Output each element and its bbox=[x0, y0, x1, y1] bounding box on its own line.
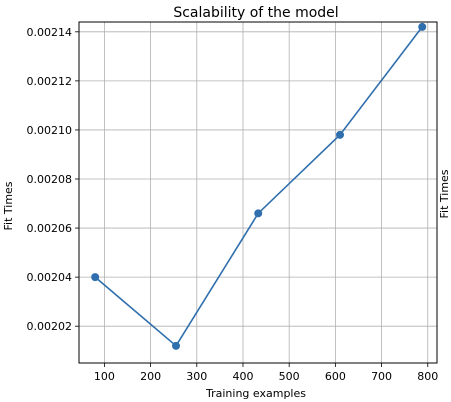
y-tick-label: 0.00214 bbox=[27, 26, 73, 39]
y-axis-label: Fit Times bbox=[2, 181, 15, 230]
y-tick-label: 0.00212 bbox=[27, 75, 73, 88]
data-point bbox=[418, 23, 426, 31]
x-axis-label: Training examples bbox=[205, 387, 306, 400]
x-tick-label: 500 bbox=[279, 370, 300, 383]
y-tick-label: 0.00206 bbox=[27, 222, 73, 235]
plot-frame bbox=[79, 22, 437, 363]
data-point bbox=[91, 273, 99, 281]
x-axis-ticks: 100 200 300 400 500 600 700 800 bbox=[94, 363, 438, 383]
y-axis-ticks: 0.00202 0.00204 0.00206 0.00208 0.00210 0.002… bbox=[27, 26, 80, 333]
x-tick-label: 100 bbox=[94, 370, 115, 383]
x-tick-label: 600 bbox=[325, 370, 346, 383]
data-point bbox=[172, 342, 180, 350]
series-layer bbox=[91, 23, 426, 350]
y-tick-label: 0.00204 bbox=[27, 271, 73, 284]
x-tick-label: 200 bbox=[140, 370, 161, 383]
chart-title: Scalability of the model bbox=[173, 5, 338, 21]
grid-lines bbox=[79, 22, 437, 363]
x-tick-label: 300 bbox=[186, 370, 207, 383]
y-tick-label: 0.00210 bbox=[27, 124, 73, 137]
data-point bbox=[336, 131, 344, 139]
data-point bbox=[254, 209, 262, 217]
y-tick-label: 0.00208 bbox=[27, 173, 73, 186]
x-tick-label: 800 bbox=[417, 370, 438, 383]
y-tick-label: 0.00202 bbox=[27, 320, 73, 333]
x-tick-label: 400 bbox=[232, 370, 253, 383]
y-axis-label-right: Fit Times bbox=[438, 169, 451, 218]
x-tick-label: 700 bbox=[371, 370, 392, 383]
series-line bbox=[95, 27, 422, 346]
